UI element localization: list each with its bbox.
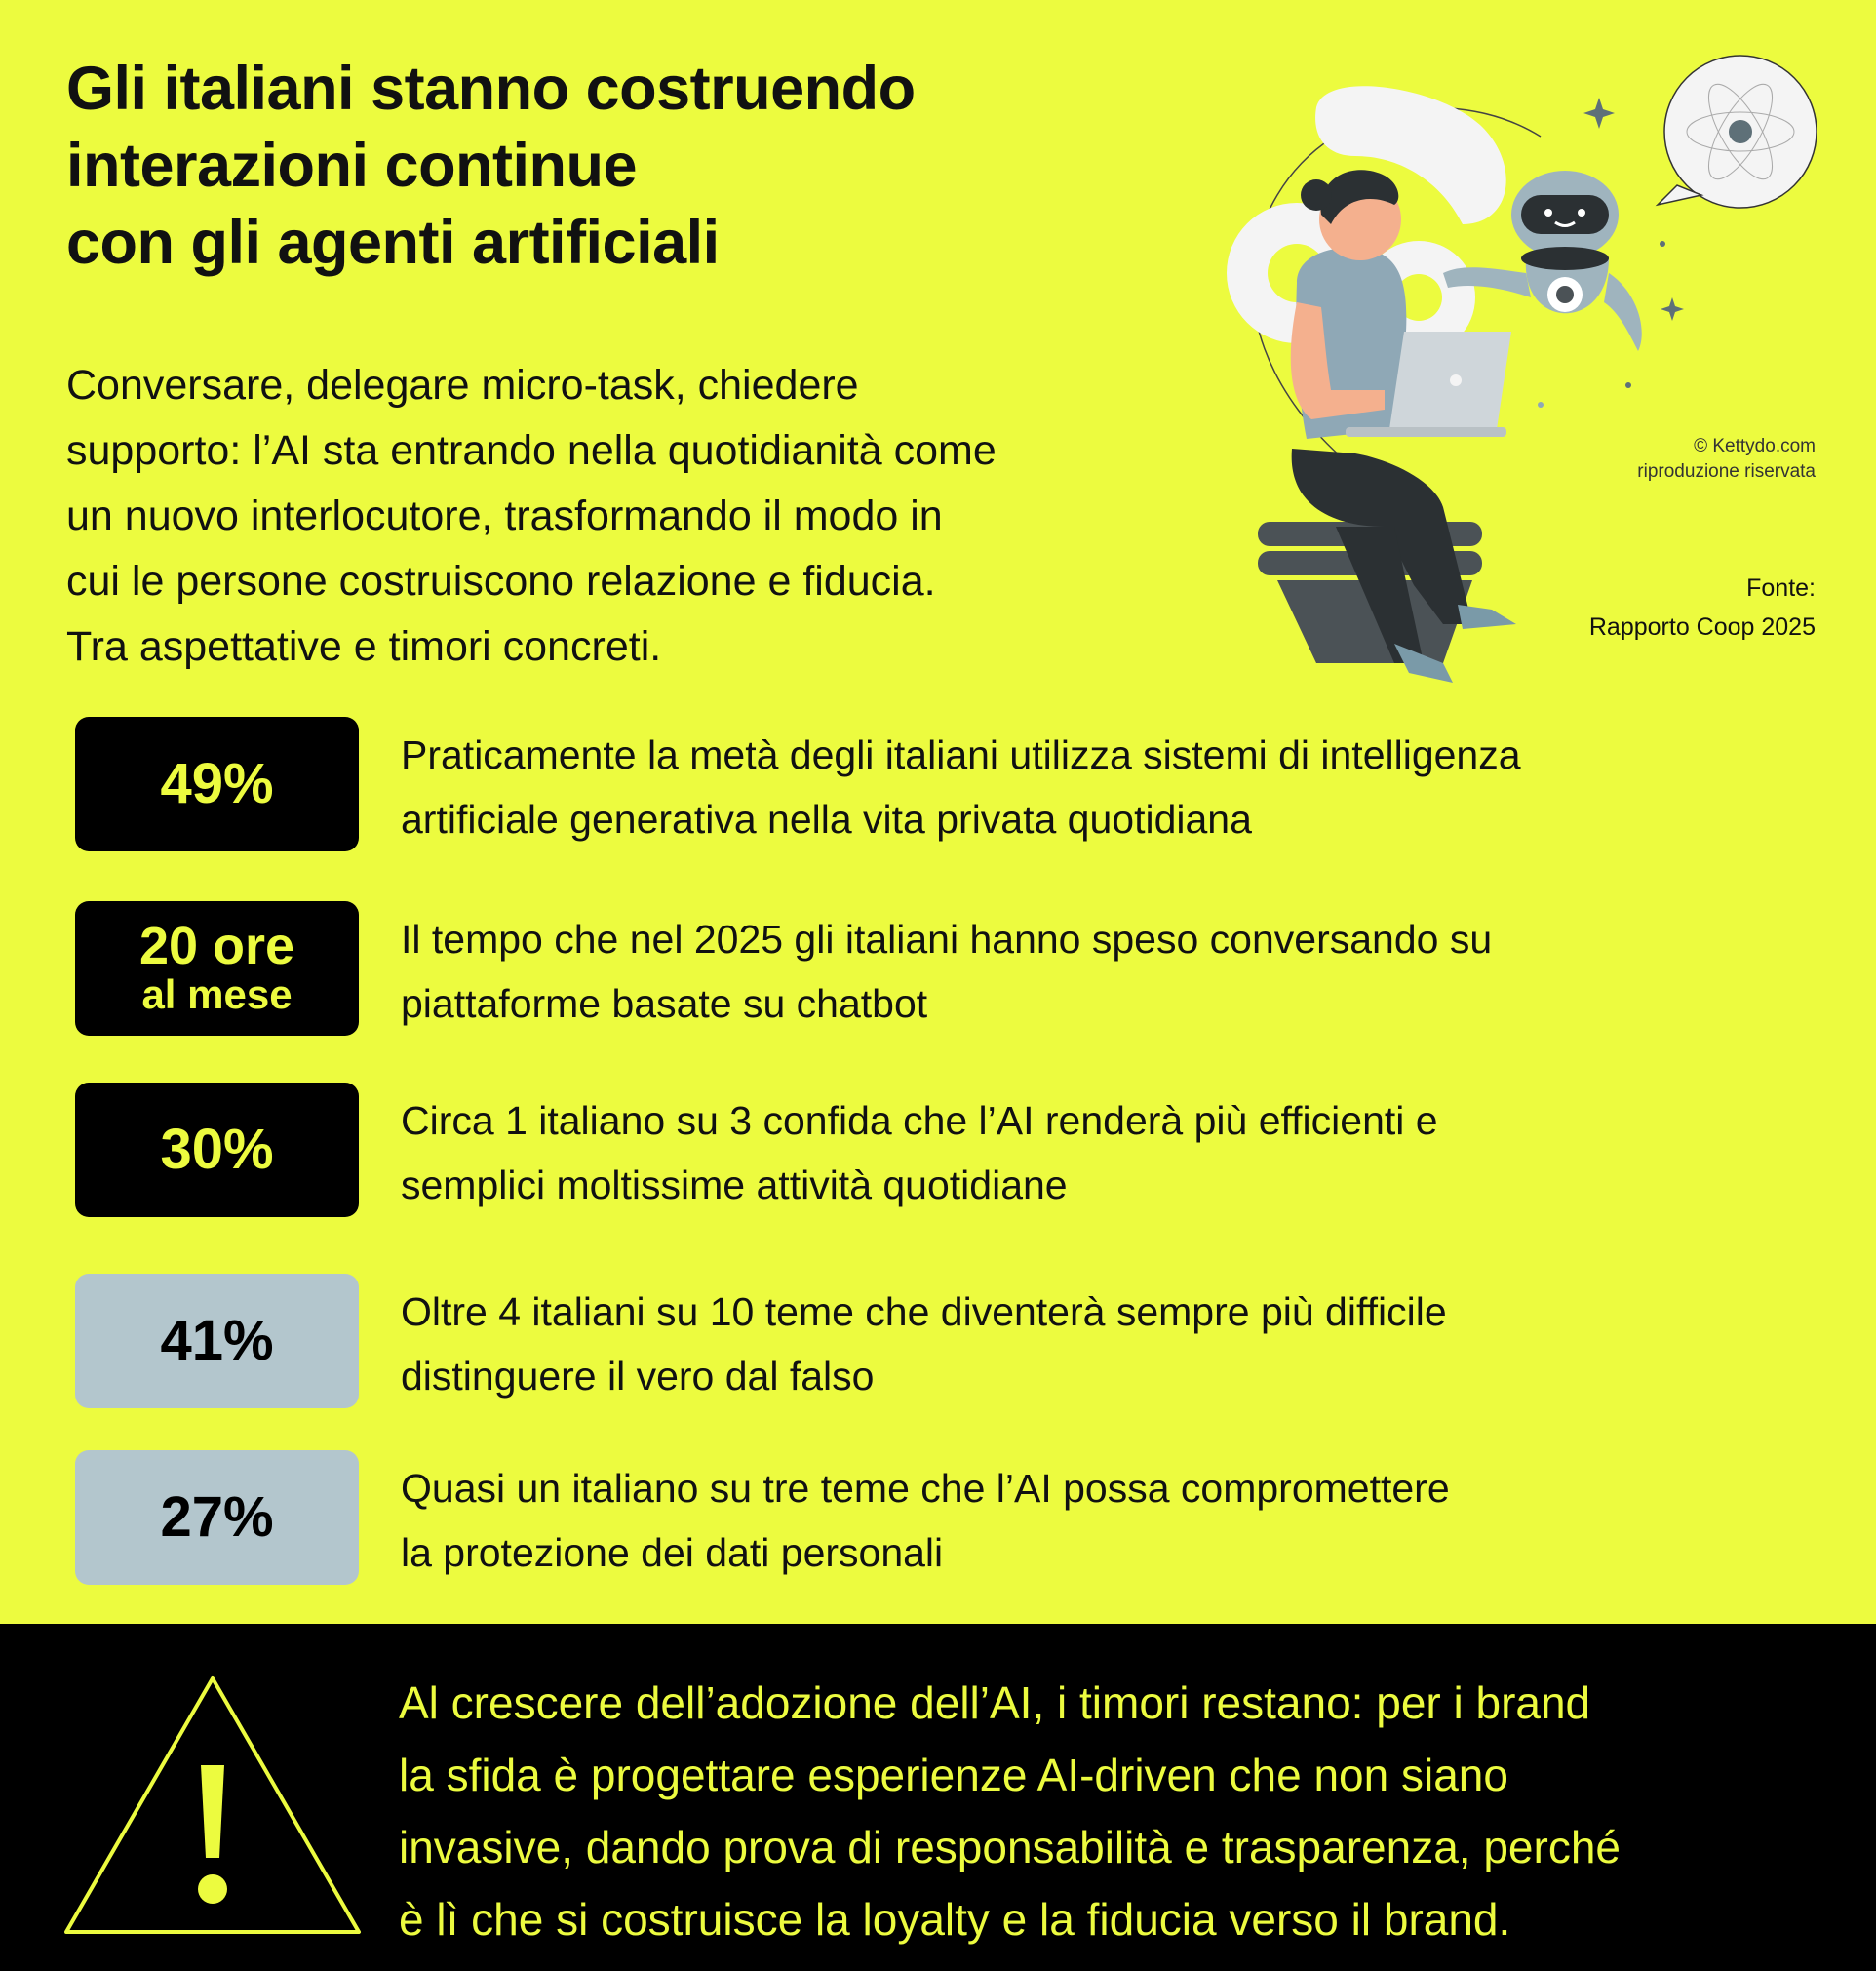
intro-line: cui le persone costruiscono relazione e … — [66, 558, 936, 605]
stat-box: 49% — [75, 717, 359, 851]
stat-description: Circa 1 italiano su 3 confida che l’AI r… — [401, 1088, 1824, 1217]
footer-line: è lì che si costruisce la loyalty e la f… — [399, 1894, 1511, 1945]
stat-box: 20 ore al mese — [75, 901, 359, 1036]
intro-line: Conversare, delegare micro-task, chieder… — [66, 362, 859, 409]
copyright-credit: © Kettydo.com riproduzione riservata — [1637, 434, 1816, 485]
footer-line: Al crescere dell’adozione dell’AI, i tim… — [399, 1677, 1591, 1728]
stat-text-line: Il tempo che nel 2025 gli italiani hanno… — [401, 917, 1493, 962]
stat-row: 41% Oltre 4 italiani su 10 teme che dive… — [75, 1274, 1830, 1408]
stat-text-line: semplici moltissime attività quotidiane — [401, 1163, 1068, 1207]
stat-value: 41% — [160, 1309, 274, 1372]
stat-row: 20 ore al mese Il tempo che nel 2025 gli… — [75, 901, 1830, 1036]
page-title: Gli italiani stanno costruendo interazio… — [66, 51, 1188, 282]
stat-box: 27% — [75, 1450, 359, 1585]
stat-description: Quasi un italiano su tre teme che l’AI p… — [401, 1456, 1824, 1585]
stat-row: 30% Circa 1 italiano su 3 confida che l’… — [75, 1083, 1830, 1217]
footer-message: Al crescere dell’adozione dell’AI, i tim… — [399, 1667, 1861, 1955]
stat-value: 49% — [160, 752, 274, 815]
stat-unit: al mese — [141, 971, 293, 1017]
warning-triangle-icon — [64, 1676, 361, 1934]
intro-line: supporto: l’AI sta entrando nella quotid… — [66, 427, 997, 474]
stat-value: 20 ore — [138, 917, 295, 975]
stat-description: Oltre 4 italiani su 10 teme che diventer… — [401, 1280, 1824, 1408]
title-line: Gli italiani stanno costruendo — [66, 55, 916, 123]
stat-description: Il tempo che nel 2025 gli italiani hanno… — [401, 907, 1824, 1036]
source-note: Fonte: Rapporto Coop 2025 — [1589, 569, 1816, 647]
stat-box: 41% — [75, 1274, 359, 1408]
footer-line: invasive, dando prova di responsabilità … — [399, 1822, 1621, 1872]
stat-value: 27% — [160, 1485, 274, 1549]
stat-text-line: la protezione dei dati personali — [401, 1530, 944, 1575]
credit-line: riproduzione riservata — [1637, 461, 1816, 482]
stat-description: Praticamente la metà degli italiani util… — [401, 723, 1824, 851]
title-line: interazioni continue — [66, 132, 638, 200]
stat-value: 30% — [160, 1118, 274, 1181]
intro-line: un nuovo interlocutore, trasformando il … — [66, 493, 943, 539]
source-name: Rapporto Coop 2025 — [1588, 613, 1816, 641]
stat-text-line: Circa 1 italiano su 3 confida che l’AI r… — [401, 1098, 1438, 1143]
footer-line: la sfida è progettare esperienze AI-driv… — [399, 1750, 1508, 1800]
stat-text-line: distinguere il vero dal falso — [401, 1354, 875, 1399]
intro-line: Tra aspettative e timori concreti. — [66, 623, 662, 670]
stat-text-line: Praticamente la metà degli italiani util… — [401, 732, 1521, 777]
stat-text-line: Quasi un italiano su tre teme che l’AI p… — [401, 1466, 1450, 1511]
footer-banner: Al crescere dell’adozione dell’AI, i tim… — [0, 1624, 1876, 1971]
woman-robot-illustration — [1227, 55, 1817, 683]
intro-paragraph: Conversare, delegare micro-task, chieder… — [66, 353, 1236, 680]
stat-text-line: Oltre 4 italiani su 10 teme che diventer… — [401, 1289, 1447, 1334]
title-line: con gli agenti artificiali — [66, 209, 720, 277]
stat-row: 27% Quasi un italiano su tre teme che l’… — [75, 1450, 1830, 1585]
credit-line: © Kettydo.com — [1694, 436, 1816, 456]
source-label: Fonte: — [1746, 574, 1816, 602]
stat-row: 49% Praticamente la metà degli italiani … — [75, 717, 1830, 851]
stat-text-line: artificiale generativa nella vita privat… — [401, 797, 1252, 842]
stat-box: 30% — [75, 1083, 359, 1217]
stat-text-line: piattaforme basate su chatbot — [401, 981, 928, 1026]
